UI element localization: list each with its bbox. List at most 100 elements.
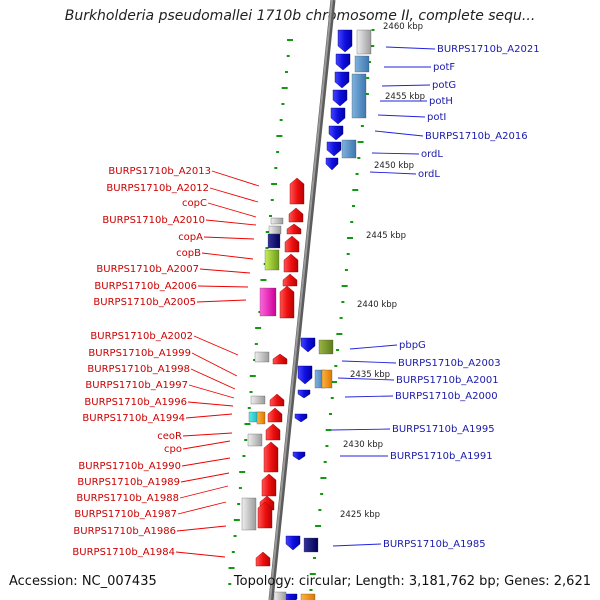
callout-line-right (371, 152, 420, 155)
gene-label-right: ordL (421, 149, 443, 160)
callout-line-right (374, 130, 424, 137)
scale-tick-label: 2445 kbp (366, 231, 406, 241)
gene-label-right: potG (432, 80, 456, 91)
callout-line-left (203, 236, 255, 240)
forward-gene-arrow (335, 53, 351, 71)
gene-label-left: BURPS1710b_A1987 (74, 509, 177, 520)
map-title: Burkholderia pseudomallei 1710b chromoso… (64, 8, 536, 24)
callout-line-left (199, 268, 251, 274)
callout-line-left (193, 335, 239, 356)
callout-line-left (205, 219, 257, 226)
gene-label-right: pbpG (399, 340, 426, 351)
gene-block (351, 73, 367, 119)
reverse-gene-arrow (282, 273, 298, 287)
callout-line-left (207, 202, 257, 218)
gene-block (318, 339, 334, 355)
genome-summary-text: Topology: circular; Length: 3,181,762 bp… (233, 574, 591, 589)
gene-label-left: BURPS1710b_A2002 (90, 331, 193, 342)
gene-block (268, 225, 282, 235)
gene-label-right: BURPS1710b_A1985 (383, 539, 486, 550)
reverse-gene-arrow (272, 353, 288, 365)
callout-line-left (177, 501, 227, 515)
accession-text: Accession: NC_007435 (9, 574, 157, 589)
gene-block (270, 217, 284, 225)
callout-line-right (332, 543, 382, 547)
reverse-gene-arrow (269, 393, 285, 407)
scale-tick-label: 2455 kbp (385, 92, 425, 102)
forward-gene-arrow (334, 71, 350, 89)
gene-label-left: BURPS1710b_A1994 (82, 413, 185, 424)
gene-label-left: BURPS1710b_A1996 (84, 397, 187, 408)
gene-block (247, 433, 263, 447)
callout-line-right (349, 344, 398, 350)
gene-label-right: BURPS1710b_A2016 (425, 131, 528, 142)
gene-label-left: copC (182, 198, 207, 209)
reverse-gene-arrow (265, 423, 281, 441)
gene-block (267, 233, 281, 249)
gene-label-right: BURPS1710b_A1995 (392, 424, 495, 435)
callout-line-left (181, 457, 231, 467)
callout-line-left (179, 485, 229, 499)
gene-label-right: BURPS1710b_A2001 (396, 375, 499, 386)
callout-line-left (190, 368, 236, 390)
gene-label-left: BURPS1710b_A2012 (106, 183, 209, 194)
callout-line-left (187, 401, 234, 407)
gene-block (303, 537, 319, 553)
callout-line-right (381, 84, 431, 87)
gene-label-left: cpo (164, 444, 182, 455)
gene-block (273, 591, 287, 600)
forward-gene-arrow (294, 413, 308, 423)
reverse-gene-arrow (263, 441, 279, 473)
gene-block (241, 497, 257, 531)
forward-gene-arrow (332, 89, 348, 107)
gene-label-right: BURPS1710b_A2000 (395, 391, 498, 402)
reverse-gene-arrow (288, 207, 304, 223)
gene-block (254, 351, 270, 363)
gene-block (341, 139, 357, 159)
callout-line-left (182, 440, 231, 450)
gene-callouts: BURPS1710b_A2021 potF potG potH potI BURPS171… (72, 44, 539, 558)
forward-gene-arrow (300, 337, 316, 353)
callout-line-right (369, 171, 417, 175)
forward-gene-arrow (326, 141, 342, 157)
forward-gene-arrow (292, 451, 306, 461)
gene-label-right: BURPS1710b_A1991 (390, 451, 493, 462)
gene-block (256, 411, 266, 425)
forward-gene-arrow (297, 365, 313, 385)
gene-label-right: ordL (418, 169, 440, 180)
reverse-gene-arrow (261, 473, 277, 497)
callout-line-left (185, 413, 233, 419)
callout-line-left (175, 551, 226, 558)
gene-block (300, 593, 316, 600)
gene-label-left: BURPS1710b_A2005 (93, 297, 196, 308)
gene-label-right: potI (427, 112, 446, 123)
callout-line-left (180, 472, 230, 483)
gene-block (321, 369, 333, 389)
callout-line-right (341, 360, 397, 364)
gene-label-right: potH (429, 96, 453, 107)
scale-labels: 2460 kbp 2455 kbp 2450 kbp 2445 kbp 2440 kbp… (340, 22, 425, 520)
genome-backbone (268, 0, 336, 600)
callout-line-left (209, 187, 259, 203)
callout-line-left (182, 432, 233, 437)
gene-label-left: ceoR (157, 431, 182, 442)
gene-label-right: potF (433, 62, 455, 73)
gene-label-left: BURPS1710b_A1997 (85, 380, 188, 391)
gene-label-right: BURPS1710b_A2021 (437, 44, 540, 55)
callout-line-right (331, 428, 391, 431)
gene-label-left: BURPS1710b_A1988 (76, 493, 179, 504)
reverse-gene-arrow (289, 177, 305, 205)
reverse-gene-arrow (257, 501, 273, 529)
gene-label-left: BURPS1710b_A1990 (78, 461, 181, 472)
gene-label-left: BURPS1710b_A2013 (108, 166, 211, 177)
forward-gene-arrow (297, 389, 311, 399)
gene-label-left: BURPS1710b_A2010 (102, 215, 205, 226)
gene-label-right: BURPS1710b_A2003 (398, 358, 501, 369)
gene-block (354, 55, 370, 73)
callout-line-left (176, 525, 227, 532)
callout-line-right (377, 114, 426, 118)
gene-label-left: copB (176, 248, 201, 259)
gene-label-left: BURPS1710b_A1984 (72, 547, 175, 558)
scale-tick-label: 2460 kbp (383, 22, 423, 32)
gene-block (264, 249, 280, 271)
